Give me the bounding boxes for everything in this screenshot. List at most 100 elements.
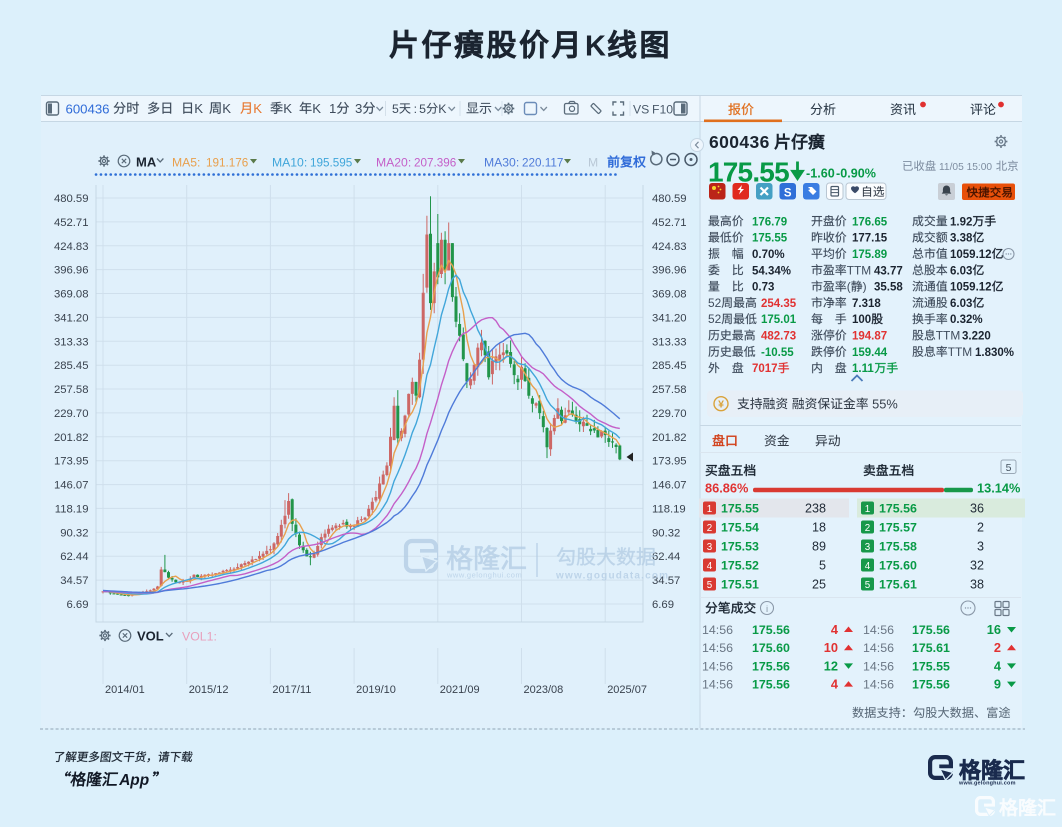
- svg-text:TTM: TTM: [948, 345, 972, 359]
- svg-text:90.32: 90.32: [652, 527, 680, 539]
- svg-text:F10: F10: [652, 103, 673, 117]
- svg-text:5: 5: [819, 559, 826, 573]
- svg-text:194.87: 194.87: [852, 331, 887, 343]
- svg-text:-10.55: -10.55: [761, 347, 794, 359]
- svg-text:38: 38: [970, 578, 984, 592]
- svg-text:6.69: 6.69: [67, 599, 89, 611]
- svg-text:14:56: 14:56: [702, 659, 733, 673]
- svg-text:118.19: 118.19: [55, 503, 89, 515]
- svg-text:43.77: 43.77: [874, 265, 903, 277]
- svg-text:175.58: 175.58: [879, 540, 917, 554]
- svg-text:62.44: 62.44: [60, 551, 88, 563]
- svg-text:55%: 55%: [872, 396, 898, 411]
- svg-text:285.45: 285.45: [54, 360, 89, 372]
- svg-text:175.56: 175.56: [752, 678, 790, 692]
- svg-text:195.595: 195.595: [310, 157, 353, 170]
- svg-text:90.32: 90.32: [60, 527, 88, 539]
- svg-text:452.71: 452.71: [652, 217, 687, 229]
- svg-text:175.56: 175.56: [912, 678, 950, 692]
- svg-text:2: 2: [707, 523, 712, 534]
- svg-text:www.gelonghui.com: www.gelonghui.com: [958, 781, 1016, 787]
- svg-text:201.82: 201.82: [652, 432, 687, 444]
- svg-text:175.56: 175.56: [752, 659, 790, 673]
- svg-text:229.70: 229.70: [54, 408, 89, 420]
- svg-text:35.58: 35.58: [874, 282, 903, 294]
- svg-text:-0.90%: -0.90%: [836, 167, 876, 181]
- svg-text:5: 5: [707, 580, 713, 591]
- svg-text:313.33: 313.33: [652, 336, 687, 348]
- svg-text:4: 4: [707, 561, 713, 572]
- svg-text:14:56: 14:56: [702, 678, 733, 692]
- svg-text:173.95: 173.95: [54, 456, 89, 468]
- svg-text:257.58: 257.58: [652, 384, 687, 396]
- svg-text::: :: [414, 102, 417, 116]
- svg-text:369.08: 369.08: [652, 289, 687, 301]
- svg-text:1.92: 1.92: [950, 216, 972, 228]
- svg-text:175.56: 175.56: [752, 623, 790, 637]
- svg-text:3: 3: [977, 540, 984, 554]
- svg-text:TTM: TTM: [847, 263, 871, 277]
- svg-text:175.55: 175.55: [708, 157, 789, 188]
- svg-text:7.318: 7.318: [852, 298, 881, 310]
- svg-text:369.08: 369.08: [54, 289, 89, 301]
- svg-text:1059.12: 1059.12: [950, 282, 992, 294]
- svg-text:86.86%: 86.86%: [705, 481, 749, 496]
- svg-text:175.57: 175.57: [879, 521, 917, 535]
- svg-text:175.60: 175.60: [879, 559, 917, 573]
- svg-text:): ): [863, 280, 867, 294]
- svg-text:175.60: 175.60: [752, 641, 790, 655]
- svg-text:3: 3: [865, 542, 871, 553]
- svg-text:100: 100: [852, 314, 871, 326]
- svg-text:2019/10: 2019/10: [356, 684, 396, 696]
- svg-text:396.96: 396.96: [652, 265, 687, 277]
- svg-text:2014/01: 2014/01: [105, 684, 145, 696]
- svg-text:14:56: 14:56: [863, 641, 894, 655]
- svg-text:2017/11: 2017/11: [272, 684, 311, 696]
- svg-text:K: K: [283, 101, 292, 116]
- svg-text:201.82: 201.82: [54, 432, 89, 444]
- svg-text:159.44: 159.44: [852, 347, 888, 359]
- svg-text:191.176: 191.176: [206, 157, 248, 170]
- svg-text:175.55: 175.55: [752, 233, 788, 245]
- svg-text:36: 36: [970, 502, 984, 516]
- svg-text:5: 5: [392, 102, 399, 116]
- svg-text:4: 4: [831, 677, 839, 692]
- svg-text:6.69: 6.69: [652, 599, 674, 611]
- svg-text:175.61: 175.61: [879, 578, 917, 592]
- svg-text:14:56: 14:56: [863, 659, 894, 673]
- svg-text:54.34%: 54.34%: [752, 265, 791, 277]
- svg-text:34.57: 34.57: [60, 575, 88, 587]
- svg-text:(: (: [847, 280, 851, 294]
- svg-text:18: 18: [812, 521, 826, 535]
- svg-text:0.73: 0.73: [752, 282, 774, 294]
- svg-text:175.54: 175.54: [721, 521, 759, 535]
- svg-text:6.03: 6.03: [950, 265, 972, 277]
- svg-text:K: K: [312, 101, 321, 116]
- svg-text:App: App: [118, 772, 149, 789]
- svg-text:13.14%: 13.14%: [977, 481, 1021, 496]
- svg-text:32: 32: [970, 559, 984, 573]
- svg-text:K: K: [253, 101, 262, 116]
- svg-text:175.01: 175.01: [761, 314, 797, 326]
- svg-text:175.52: 175.52: [721, 559, 759, 573]
- svg-text:MA5:: MA5:: [172, 156, 200, 170]
- svg-text:5: 5: [419, 102, 426, 116]
- svg-text:424.83: 424.83: [652, 241, 687, 253]
- svg-text:5: 5: [1006, 462, 1012, 474]
- svg-text:-1.60: -1.60: [806, 167, 835, 181]
- svg-text:1.11: 1.11: [852, 363, 874, 375]
- svg-text:118.19: 118.19: [652, 503, 686, 515]
- svg-text:3: 3: [707, 542, 713, 553]
- svg-text:34.57: 34.57: [652, 575, 680, 587]
- svg-text:452.71: 452.71: [54, 217, 89, 229]
- svg-text:175.51: 175.51: [721, 578, 759, 592]
- svg-text:25: 25: [812, 578, 826, 592]
- svg-text:14:56: 14:56: [702, 623, 733, 637]
- svg-text:480.59: 480.59: [652, 193, 687, 205]
- svg-text:1.830%: 1.830%: [975, 347, 1014, 359]
- svg-text:14:56: 14:56: [702, 641, 733, 655]
- svg-text:146.07: 146.07: [54, 480, 89, 492]
- svg-text:177.15: 177.15: [852, 233, 888, 245]
- svg-text:3.38: 3.38: [950, 233, 973, 245]
- svg-text:www.gelonghui.com: www.gelonghui.com: [446, 571, 522, 580]
